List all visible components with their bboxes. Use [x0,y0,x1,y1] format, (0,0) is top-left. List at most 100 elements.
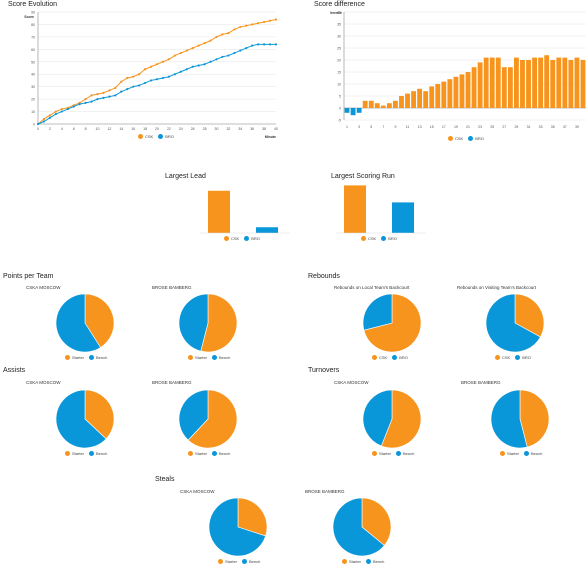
x-tick-label: 33 [539,125,543,129]
legend-marker [372,451,377,456]
difference-bar [405,93,410,108]
data-point-csk [54,110,57,113]
data-point-bro [257,43,260,46]
pie-legend[interactable]: Starter Bench [65,355,107,360]
data-point-bro [274,43,278,46]
data-point-csk [138,73,141,76]
legend-label: Bench [219,355,231,360]
series-line-csk [37,18,277,125]
x-tick-label: 1 [346,125,348,129]
legend-bro-marker [244,236,250,241]
pie-legend[interactable]: Starter Bench [188,355,230,360]
x-tick-label: 18 [143,127,147,131]
legend-label: Bench [96,355,108,360]
largest-run-chart [336,185,426,234]
series-line-bro [37,43,276,125]
data-point-csk [191,46,194,50]
data-point-bro [126,88,129,91]
y-tick-label: 10 [337,83,341,87]
difference-bar [368,100,374,108]
pie-legend[interactable]: CSK BRO [495,355,531,360]
pie-slice-bench [490,389,528,449]
data-point-bro [215,58,218,61]
steals-heading: Steals [155,476,175,483]
data-point-bro [263,43,266,46]
largest-lead-legend[interactable]: CSK BRO [224,236,260,241]
pie-chart [178,389,238,449]
pie-title: BROSE BAMBERG [305,489,345,494]
x-tick-label: 31 [527,125,531,129]
pie-slice-bench [332,497,385,557]
legend-marker [212,451,218,456]
data-point-csk [221,33,224,36]
legend-label: Bench [96,451,108,456]
score-difference-legend[interactable]: CSK BRO [448,136,484,141]
x-tick-label: 22 [167,127,171,131]
legend-marker [372,355,377,360]
difference-bar [471,67,477,108]
difference-bar [374,103,380,108]
legend-csk-marker [224,236,229,241]
difference-bar [386,103,392,108]
legend-marker [515,355,521,360]
difference-bar [507,67,513,108]
largest-run-title: Largest Scoring Run [331,173,395,180]
x-tick-label: 13 [418,125,422,129]
legend-bro-marker [381,236,387,241]
x-tick-label: 25 [490,125,494,129]
pie-legend[interactable]: CSK BRO [372,355,408,360]
legend-bro-label: BRO [165,134,174,139]
pie-legend[interactable]: Starter Bench [372,451,414,456]
x-tick-label: 34 [238,127,242,131]
pie-slice-csk [514,293,545,338]
x-tick-label: 7 [382,125,384,129]
difference-bar [459,74,465,108]
data-point-csk [126,76,129,80]
legend-label: BRO [399,355,408,360]
data-point-csk [245,24,248,27]
pie-legend[interactable]: Starter Bench [188,451,230,456]
score-evolution-legend[interactable]: CSK BRO [138,134,174,139]
y-tick-label: 70 [31,35,35,39]
difference-bar [483,57,489,108]
data-point-csk [132,75,135,78]
legend-label: Bench [219,451,231,456]
data-point-bro [179,70,182,73]
data-point-bro [96,98,99,101]
x-tick-label: 11 [406,125,410,129]
pie-slice-bench [178,293,209,352]
data-point-bro [120,90,123,93]
data-point-csk [263,20,266,24]
largest-lead-title: Largest Lead [165,173,206,180]
pie-legend[interactable]: Starter Bench [342,559,384,564]
pie-title: CSKA MOSCOW [26,380,61,385]
data-point-bro [161,76,165,80]
y-tick-label: 20 [31,98,35,102]
pie-title: CSKA MOSCOW [334,380,369,385]
pie-chart [490,389,550,449]
largest-lead-chart [200,190,290,234]
legend-marker [65,355,70,360]
legend-label: Starter [379,451,392,456]
x-tick-label: 23 [478,125,482,129]
pie-legend[interactable]: Starter Bench [218,559,260,564]
largest-run-legend[interactable]: CSK BRO [361,236,397,241]
pie-legend[interactable]: Starter Bench [65,451,107,456]
legend-marker [392,355,398,360]
pie-legend[interactable]: Starter Bench [500,451,542,456]
legend-bro-label: BRO [388,236,397,241]
data-point-csk [96,93,99,96]
x-tick-label: 39 [575,125,579,129]
y-tick-label: 60 [31,48,35,52]
pie-slice-bench [55,293,101,353]
data-point-bro [102,96,105,99]
bar-csk [208,190,230,233]
difference-bar [556,57,562,108]
x-tick-label: 17 [442,125,446,129]
legend-marker [396,451,402,456]
data-point-bro [36,122,40,126]
difference-bar [514,57,519,108]
difference-bar [489,57,495,108]
difference-bar [477,62,483,108]
pie-slice-starter [519,389,550,448]
